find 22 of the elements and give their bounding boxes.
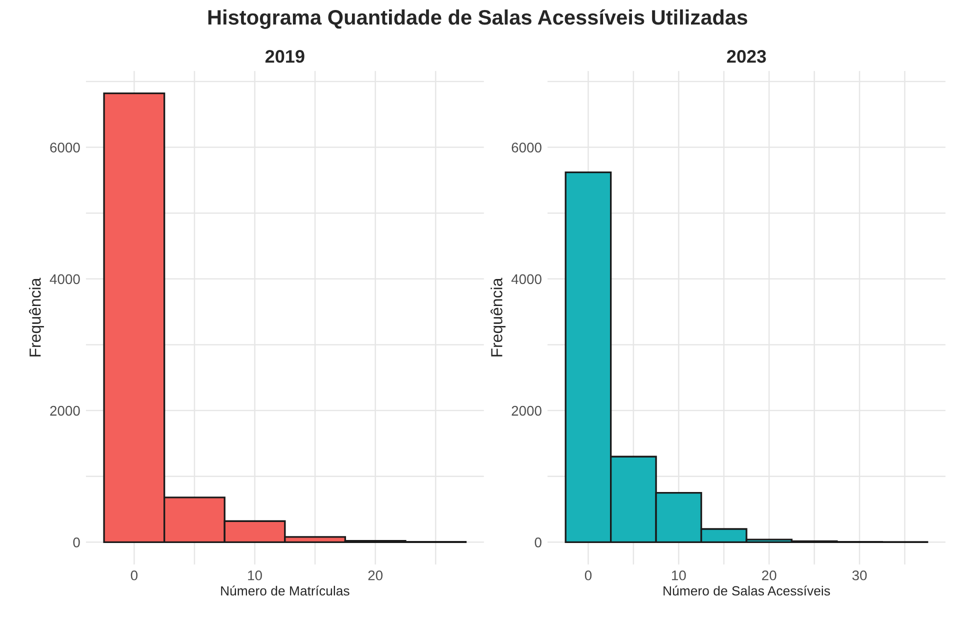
x-axis-title: Número de Salas Acessíveis (664, 586, 830, 596)
y-axis-title: Frequência (29, 278, 44, 356)
y-tick-label: 6000 (50, 142, 80, 152)
x-axis-title: Número de Matrículas (221, 586, 350, 596)
chart-title: 2023 (727, 50, 766, 63)
x-tick-label: 10 (672, 570, 686, 580)
x-tick-label: 0 (130, 570, 138, 580)
y-tick-label: 0 (534, 538, 542, 548)
y-tick-label: 2000 (50, 406, 80, 416)
y-tick-label: 0 (73, 538, 80, 548)
y-axis-title: Frequência (490, 278, 506, 356)
x-tick-label: 30 (852, 570, 867, 580)
y-tick-label: 2000 (512, 406, 542, 416)
x-tick-label: 20 (762, 570, 776, 580)
text: Histograma Quantidade de Salas Acessíveis Utilizadas (208, 9, 748, 29)
x-tick-label: 10 (248, 570, 262, 580)
chart-title: 2019 (265, 50, 304, 63)
x-tick-label: 0 (584, 570, 592, 580)
y-tick-label: 4000 (511, 274, 542, 284)
y-tick-label: 4000 (50, 274, 80, 284)
x-tick-label: 20 (368, 570, 383, 580)
y-tick-label: 6000 (512, 142, 542, 152)
